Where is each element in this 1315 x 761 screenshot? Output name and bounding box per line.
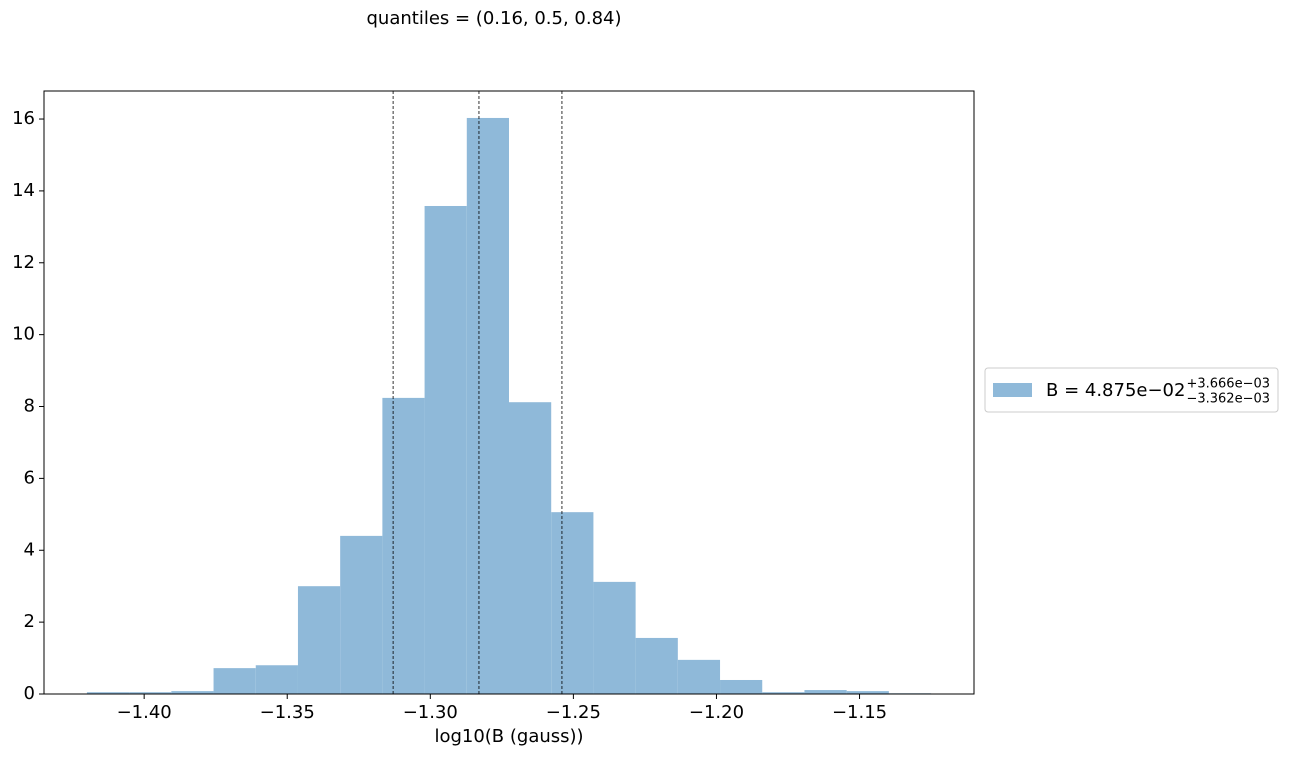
bar	[846, 691, 889, 694]
bar	[340, 535, 383, 694]
bar	[804, 690, 847, 694]
bar	[213, 668, 256, 694]
legend-box	[984, 367, 1279, 413]
y-tick-label: 16	[12, 108, 35, 129]
bar	[720, 679, 763, 694]
bar	[677, 659, 721, 694]
x-tick-label: −1.35	[260, 702, 315, 723]
bar	[551, 512, 594, 694]
plot-frame	[43, 90, 975, 695]
bar	[255, 665, 298, 694]
legend-sup: +3.666e−03	[1186, 377, 1270, 392]
x-axis-label: log10(B (gauss))	[434, 726, 583, 747]
legend-label: B = 4.875e−02	[1046, 380, 1185, 401]
x-tick-label: −1.15	[832, 702, 887, 723]
y-tick-label: 2	[24, 611, 35, 632]
x-tick-label: −1.20	[689, 702, 744, 723]
bar	[509, 402, 552, 694]
bar	[593, 581, 636, 694]
bar	[635, 637, 678, 694]
legend-sub: −3.362e−03	[1186, 392, 1270, 407]
y-tick-label: 10	[12, 324, 35, 345]
y-tick-label: 0	[24, 683, 35, 704]
x-tick-label: −1.30	[403, 702, 458, 723]
bar	[424, 205, 467, 695]
x-tick-label: −1.40	[117, 702, 172, 723]
y-tick-label: 4	[24, 539, 35, 560]
y-tick-label: 6	[24, 467, 35, 488]
bar	[171, 691, 214, 694]
bar	[129, 692, 172, 694]
y-tick-label: 12	[12, 252, 35, 273]
bar	[466, 117, 509, 695]
x-tick-label: −1.25	[546, 702, 601, 723]
bar	[297, 586, 341, 694]
bar	[382, 397, 425, 694]
bar	[86, 692, 130, 694]
chart-title: quantiles = (0.16, 0.5, 0.84)	[366, 8, 621, 29]
bar	[762, 692, 805, 694]
y-tick-label: 14	[12, 180, 35, 201]
y-tick-label: 8	[24, 396, 35, 417]
legend-swatch	[993, 383, 1032, 397]
